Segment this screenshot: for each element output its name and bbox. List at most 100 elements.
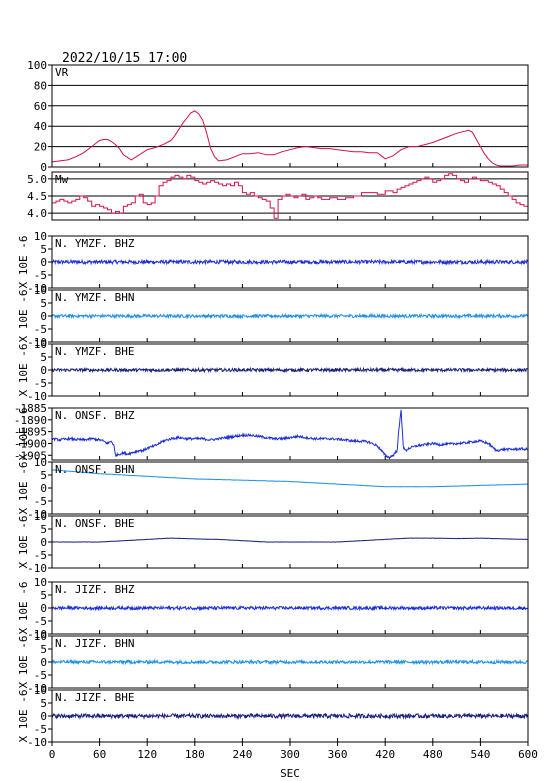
panel-label: N. YMZF. BHE [55,345,134,358]
panel-label: N. JIZF. BHE [55,691,134,704]
y-tick-label: -5 [34,377,47,390]
y-tick-label: 80 [34,79,47,92]
y-tick-label: 0 [40,536,47,549]
panel-label: N. JIZF. BHN [55,637,134,650]
y-tick-label: 5 [40,643,47,656]
panel-label: N. ONSF. BHZ [55,409,135,422]
x-tick-label: 480 [423,748,443,761]
panel-label: VR [55,66,69,79]
series-line-onsf-bhz [51,409,529,460]
panel-frame [51,64,529,168]
y-tick-label: 0 [40,364,47,377]
y-tick-label: 5 [40,523,47,536]
y-axis-label: X 10E -6 [17,690,30,743]
y-tick-label: -10 [27,628,47,641]
y-tick-label: -5 [34,615,47,628]
y-tick-label: 5 [40,589,47,602]
y-tick-label: 20 [34,141,47,154]
y-tick-label: 0 [40,602,47,615]
y-axis-label: X 10E -6 [17,516,30,569]
y-axis-label: X 10E -6 [17,462,30,515]
y-tick-label: -10 [27,390,47,403]
y-tick-label: 40 [34,120,47,133]
series-line-ymzf-bhe [51,366,529,374]
x-tick-label: 120 [137,748,157,761]
y-tick-label: -5 [34,495,47,508]
y-tick-label: 0 [40,161,47,174]
y-tick-label: -10 [27,682,47,695]
x-tick-label: 240 [232,748,252,761]
x-tick-label: 180 [185,748,205,761]
panel-label: N. JIZF. BHZ [55,583,135,596]
y-tick-label: 10 [34,230,47,243]
y-tick-label: 100 [27,59,47,72]
y-axis-label: X 10E -6 [17,582,30,635]
x-axis-label: SEC [280,767,300,780]
y-tick-label: 5 [40,243,47,256]
y-tick-label: 0 [40,256,47,269]
x-tick-label: 300 [280,748,300,761]
panel-label: N. ONSF. BHE [55,517,134,530]
panel-mw: 4.0 4.5 5.0 Mw [27,171,529,221]
y-tick-label: 4.0 [27,207,47,220]
y-tick-label: 10 [34,284,47,297]
x-tick-label: 360 [328,748,348,761]
y-tick-label: -5 [34,669,47,682]
y-tick-label: -1905 [14,449,47,462]
series-line-ymzf-bhz [51,258,529,266]
series-line-jizf-bhe [51,712,529,720]
y-tick-label: -5 [34,323,47,336]
y-tick-label: -5 [34,723,47,736]
y-tick-label: -10 [27,736,47,749]
panel-label: N. YMZF. BHZ [55,237,135,250]
series-line-ymzf-bhn [51,312,529,320]
y-tick-label: 5 [40,697,47,710]
x-tick-label: 0 [49,748,56,761]
series-line-mw [52,173,529,219]
y-tick-label: 0 [40,482,47,495]
y-tick-label: 5 [40,297,47,310]
panel-label: N. YMZF. BHN [55,291,134,304]
series-line-jizf-bhz [51,604,529,612]
y-tick-label: -1900 [14,437,47,450]
y-tick-label: 5 [40,351,47,364]
x-tick-label: 60 [93,748,106,761]
y-tick-label: -10 [27,508,47,521]
y-axis-label: X 10E -6 [17,344,30,397]
y-tick-label: 10 [34,338,47,351]
series-line-jizf-bhn [51,658,529,666]
y-tick-label: 0 [40,656,47,669]
y-tick-label: -5 [34,269,47,282]
panel-label: Mw [55,173,69,186]
series-line-vr [51,110,528,167]
y-tick-label: -10 [27,282,47,295]
series-line-onsf-bhe [52,537,529,543]
datetime-title: 2022/10/15 17:00 [62,51,187,66]
y-axis-label: X 10E -6 [17,290,30,343]
y-tick-label: 60 [34,100,47,113]
y-tick-label: 10 [34,684,47,697]
x-tick-label: 600 [518,748,538,761]
y-tick-label: -5 [34,549,47,562]
y-tick-label: 10 [34,510,47,523]
y-tick-label: 10 [34,456,47,469]
y-tick-label: -1885 [14,402,47,415]
y-tick-label: 10 [34,576,47,589]
y-tick-label: 10 [34,630,47,643]
panel-vr: 0 20 40 60 80 100 VR [27,59,529,174]
y-tick-label: 4.5 [27,190,47,203]
y-tick-label: 0 [40,310,47,323]
y-tick-label: -10 [27,336,47,349]
y-tick-label: -1890 [14,414,47,427]
y-axis-label: X 10E -6 [17,236,30,289]
